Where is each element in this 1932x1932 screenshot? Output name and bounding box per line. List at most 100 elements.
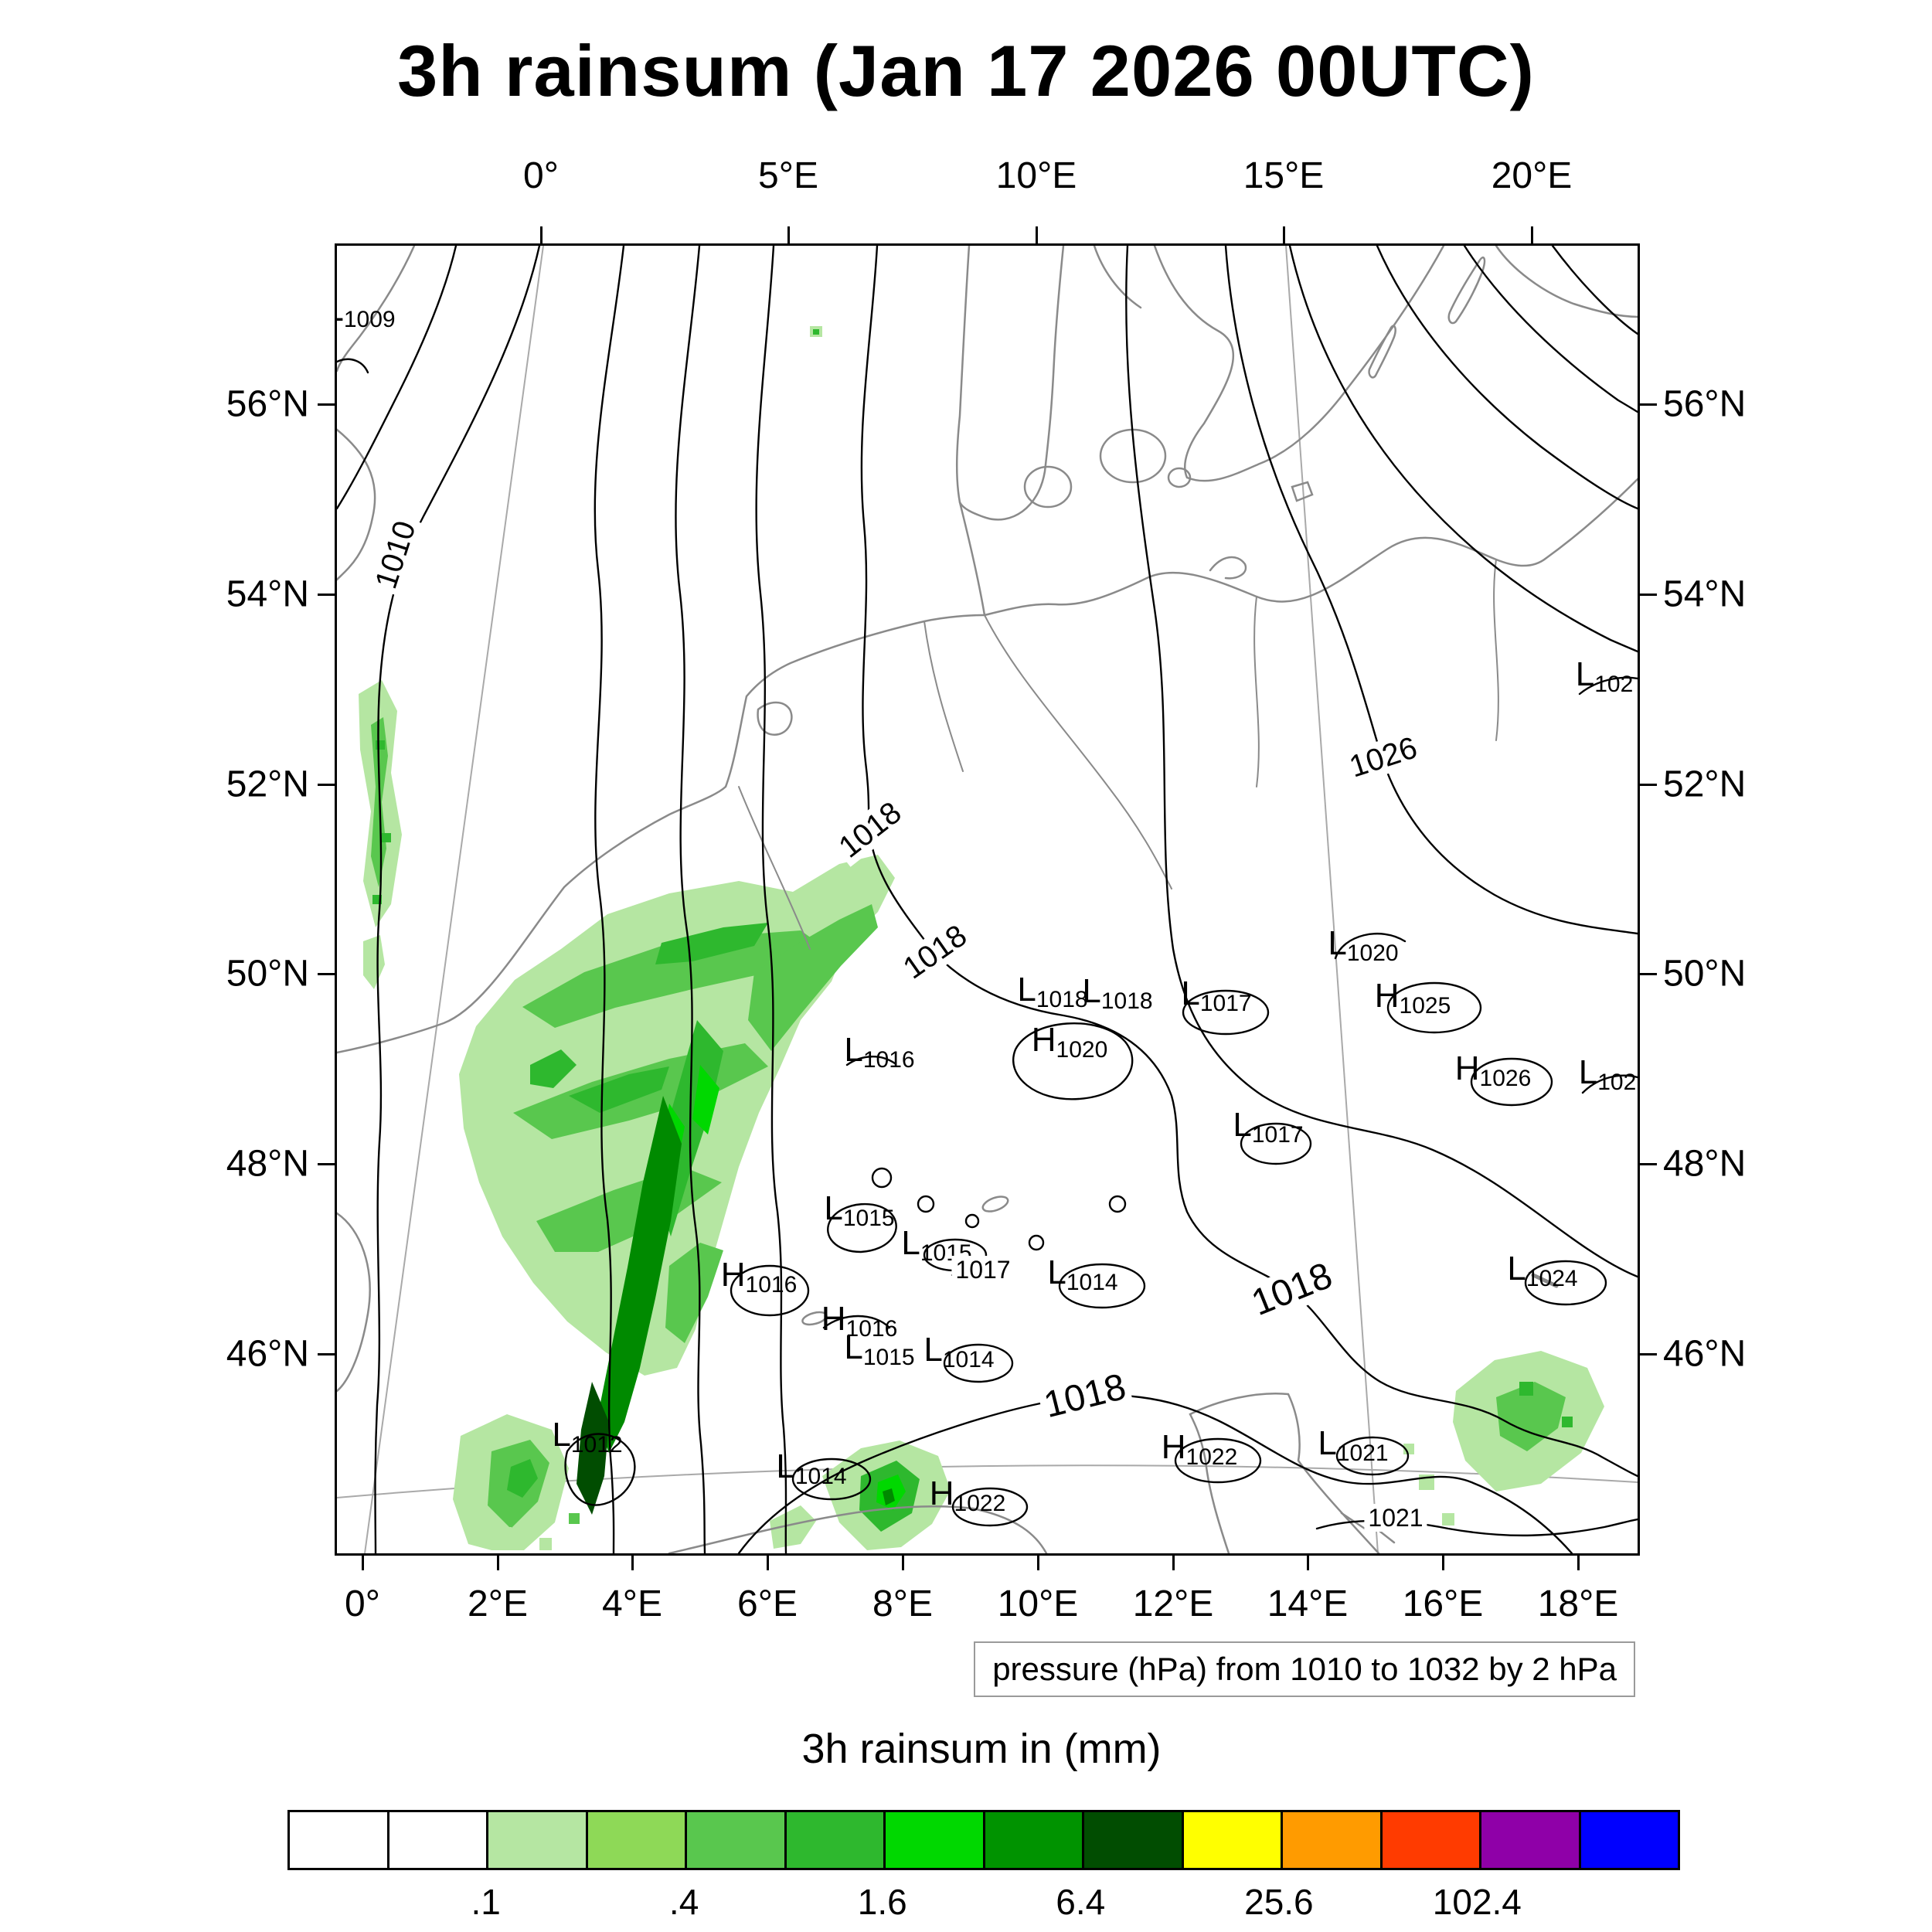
high-pressure-label: H1026 [1454, 1049, 1532, 1091]
axis-tick-label-bottom: 16°E [1402, 1583, 1484, 1624]
tick-mark-top [1531, 226, 1533, 243]
colorbar-cell [1183, 1812, 1283, 1868]
low-pressure-label: L1018 [1017, 971, 1088, 1012]
tick-mark-bottom [1172, 1553, 1175, 1570]
tick-mark-top [787, 226, 790, 243]
colorbar-cell [985, 1812, 1084, 1868]
chart-title: 3h rainsum (Jan 17 2026 00UTC) [397, 30, 1535, 111]
axis-tick-label-bottom: 18°E [1537, 1583, 1619, 1624]
isobar-value-label: 1017 [951, 1256, 1015, 1284]
colorbar-cell [290, 1812, 389, 1868]
low-pressure-label: L1015 [844, 1328, 915, 1370]
axis-tick-label-bottom: 10°E [997, 1583, 1079, 1624]
axis-tick-label-bottom: 12°E [1132, 1583, 1214, 1624]
axis-tick-label-left: 56°N [226, 383, 309, 425]
axis-tick-label-right: 46°N [1663, 1333, 1747, 1375]
colorbar-tick-label: 6.4 [1056, 1882, 1106, 1922]
tick-mark-bottom [902, 1553, 904, 1570]
high-pressure-label: H1022 [1161, 1428, 1238, 1470]
isobar-value-label: 1026 [1342, 729, 1425, 786]
colorbar-cell [488, 1812, 588, 1868]
axis-tick-label-top: 5°E [758, 155, 818, 196]
tick-mark-left [318, 403, 335, 406]
tick-mark-bottom [1307, 1553, 1309, 1570]
axis-tick-label-right: 50°N [1663, 953, 1747, 995]
low-pressure-label: L1017 [1181, 975, 1252, 1016]
axis-tick-label-top: 0° [523, 155, 559, 196]
colorbar [287, 1810, 1680, 1870]
high-pressure-label: H1016 [821, 1300, 898, 1342]
axis-tick-label-right: 56°N [1663, 383, 1747, 425]
colorbar-cell [687, 1812, 787, 1868]
tick-mark-right [1640, 594, 1657, 596]
low-pressure-label: L1009 [337, 293, 396, 332]
axis-tick-label-right: 54°N [1663, 573, 1747, 615]
colorbar-cell [389, 1812, 488, 1868]
high-pressure-label: H1025 [1374, 977, 1451, 1019]
axis-tick-label-bottom: 0° [345, 1583, 380, 1624]
axis-tick-label-bottom: 2°E [468, 1583, 528, 1624]
colorbar-labels: .1 .4 1.6 6.4 25.6 102.4 [0, 1881, 1932, 1927]
tick-mark-top [540, 226, 543, 243]
axis-tick-label-bottom: 8°E [872, 1583, 933, 1624]
low-pressure-label: L1014 [1047, 1253, 1118, 1295]
isobar-value-label: 1018 [829, 793, 911, 867]
colorbar-cell [587, 1812, 687, 1868]
tick-mark-top [1036, 226, 1038, 243]
axis-tick-label-top: 15°E [1243, 155, 1325, 196]
colorbar-cell [786, 1812, 886, 1868]
pressure-range-caption: pressure (hPa) from 1010 to 1032 by 2 hP… [974, 1641, 1635, 1697]
tick-mark-left [318, 594, 335, 596]
low-pressure-label: L102 [1575, 655, 1634, 697]
tick-mark-bottom [362, 1553, 364, 1570]
low-pressure-label: L1014 [776, 1447, 847, 1489]
map-canvas [337, 246, 1638, 1553]
tick-mark-right [1640, 403, 1657, 406]
tick-mark-left [318, 1163, 335, 1165]
axis-tick-label-top: 10°E [995, 155, 1077, 196]
tick-mark-left [318, 973, 335, 975]
tick-mark-bottom [1037, 1553, 1039, 1570]
map-plot-area: L10091010101810181026L1020H1025L1018L101… [335, 243, 1640, 1556]
colorbar-cell [1084, 1812, 1184, 1868]
axis-tick-label-top: 20°E [1491, 155, 1573, 196]
colorbar-cell [1580, 1812, 1678, 1868]
tick-mark-bottom [767, 1553, 769, 1570]
tick-mark-bottom [497, 1553, 499, 1570]
isobar-contours [337, 246, 1638, 1553]
tick-mark-bottom [1442, 1553, 1444, 1570]
tick-mark-bottom [1577, 1553, 1580, 1570]
axis-tick-label-left: 50°N [226, 953, 309, 995]
axis-tick-label-right: 52°N [1663, 764, 1747, 805]
high-pressure-label: H1016 [720, 1256, 798, 1298]
tick-mark-right [1640, 784, 1657, 786]
low-pressure-label: L1024 [1507, 1250, 1578, 1291]
low-pressure-label: L1017 [1233, 1106, 1304, 1148]
axis-tick-label-left: 52°N [226, 764, 309, 805]
axis-tick-label-bottom: 4°E [602, 1583, 662, 1624]
colorbar-tick-label: .4 [668, 1882, 699, 1922]
axis-tick-label-bottom: 6°E [737, 1583, 798, 1624]
tick-mark-left [318, 784, 335, 786]
axis-tick-label-left: 46°N [226, 1333, 309, 1375]
low-pressure-label: L1020 [1328, 924, 1399, 966]
isobar-value-label: 1018 [1243, 1254, 1342, 1325]
low-pressure-label: L1016 [844, 1031, 915, 1073]
high-pressure-label: H1020 [1031, 1021, 1108, 1063]
isobar-value-label: 1021 [1364, 1504, 1427, 1532]
low-pressure-label: L1015 [824, 1189, 895, 1231]
colorbar-cell [886, 1812, 985, 1868]
axis-tick-label-bottom: 14°E [1267, 1583, 1349, 1624]
low-pressure-label: L1014 [923, 1331, 995, 1372]
high-pressure-label: H1022 [929, 1475, 1006, 1516]
colorbar-title: 3h rainsum in (mm) [801, 1726, 1162, 1772]
tick-mark-right [1640, 1163, 1657, 1165]
colorbar-cell [1382, 1812, 1481, 1868]
low-pressure-label: L1015 [901, 1224, 972, 1266]
pressure-labels-layer: L10091010101810181026L1020H1025L1018L101… [337, 246, 1638, 1553]
low-pressure-label: L1012 [552, 1416, 623, 1458]
low-pressure-label: L1021 [1318, 1424, 1389, 1466]
isobar-value-label: 1018 [893, 916, 977, 988]
colorbar-tick-label: 25.6 [1244, 1882, 1314, 1922]
